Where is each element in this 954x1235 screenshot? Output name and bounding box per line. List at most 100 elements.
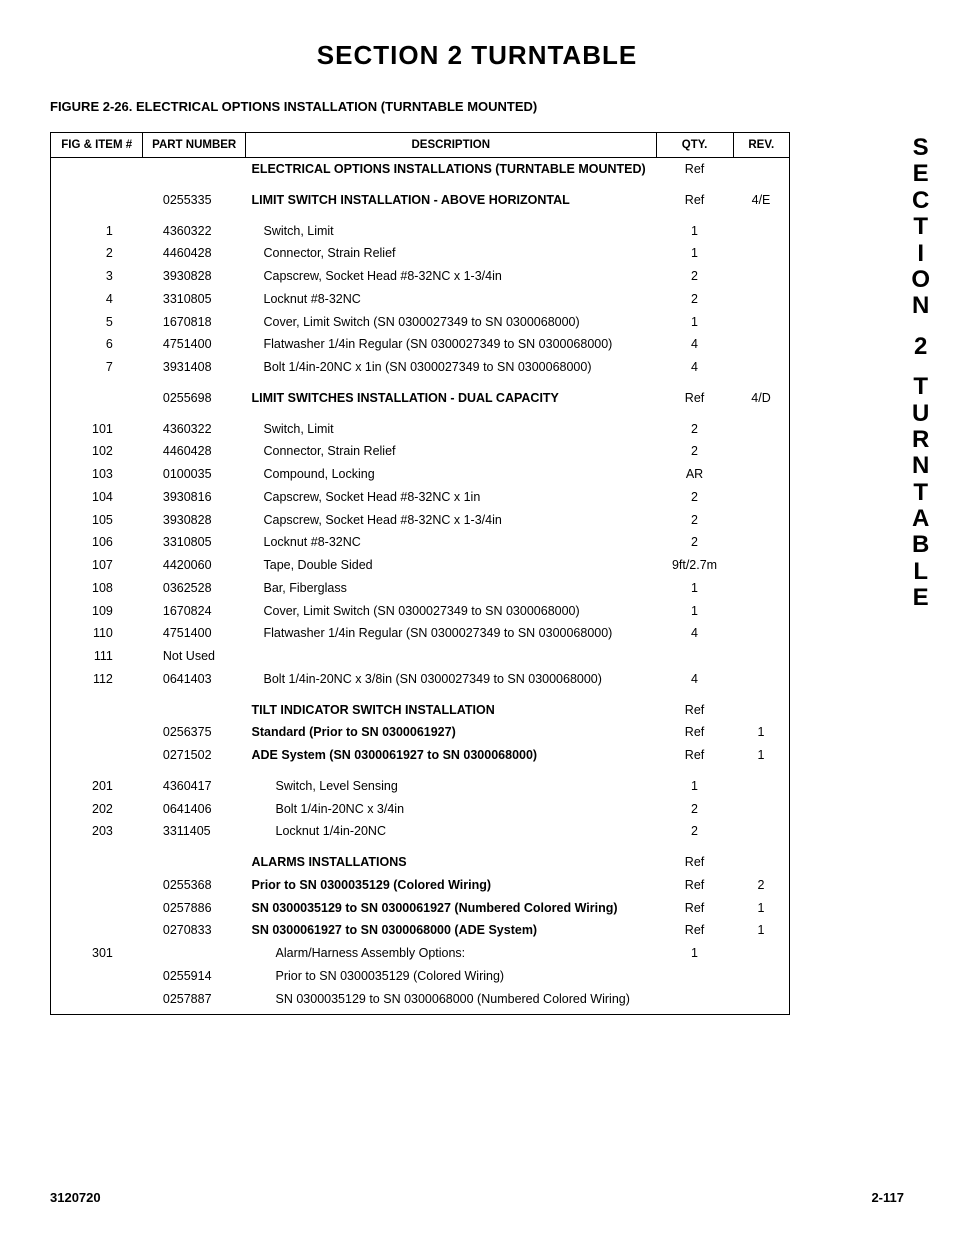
table-cell: 1670818: [143, 311, 246, 334]
table-cell: 0641406: [143, 798, 246, 821]
table-cell: [143, 699, 246, 722]
table-cell: [733, 668, 789, 691]
table-cell: SN 0300035129 to SN 0300061927 (Numbered…: [246, 897, 657, 920]
table-cell: 1670824: [143, 600, 246, 623]
table-cell: [733, 463, 789, 486]
table-cell: Ref: [656, 699, 733, 722]
table-cell: [733, 220, 789, 243]
table-cell: 106: [51, 531, 143, 554]
table-cell: 1: [656, 577, 733, 600]
table-cell: Bar, Fiberglass: [246, 577, 657, 600]
table-row: 1080362528Bar, Fiberglass1: [51, 577, 790, 600]
table-row: 0257886SN 0300035129 to SN 0300061927 (N…: [51, 897, 790, 920]
table-cell: 4/E: [733, 189, 789, 212]
table-row: 1053930828Capscrew, Socket Head #8-32NC …: [51, 509, 790, 532]
table-cell: [733, 440, 789, 463]
table-cell: 4: [656, 668, 733, 691]
col-header-fig: FIG & ITEM #: [51, 133, 143, 158]
table-row: 1063310805Locknut #8-32NC2: [51, 531, 790, 554]
table-row: 1024460428Connector, Strain Relief2: [51, 440, 790, 463]
table-cell: 4751400: [143, 622, 246, 645]
table-row: [51, 181, 790, 189]
table-cell: [733, 622, 789, 645]
table-cell: [733, 418, 789, 441]
table-cell: 2: [656, 798, 733, 821]
table-row: 1091670824Cover, Limit Switch (SN 030002…: [51, 600, 790, 623]
table-cell: 4/D: [733, 387, 789, 410]
table-cell: [733, 851, 789, 874]
table-cell: Flatwasher 1/4in Regular (SN 0300027349 …: [246, 333, 657, 356]
table-cell: Cover, Limit Switch (SN 0300027349 to SN…: [246, 600, 657, 623]
table-cell: Locknut 1/4in-20NC: [246, 820, 657, 843]
table-cell: [51, 189, 143, 212]
table-cell: 2: [656, 820, 733, 843]
table-row: 0255368Prior to SN 0300035129 (Colored W…: [51, 874, 790, 897]
table-cell: [733, 288, 789, 311]
table-cell: 4: [656, 333, 733, 356]
table-row: [51, 410, 790, 418]
table-cell: [51, 158, 143, 181]
table-cell: [733, 554, 789, 577]
table-row: [51, 379, 790, 387]
table-cell: 110: [51, 622, 143, 645]
table-cell: 0100035: [143, 463, 246, 486]
table-cell: 202: [51, 798, 143, 821]
table-cell: Capscrew, Socket Head #8-32NC x 1in: [246, 486, 657, 509]
table-cell: ADE System (SN 0300061927 to SN 03000680…: [246, 744, 657, 767]
table-cell: 4: [51, 288, 143, 311]
table-cell: [733, 942, 789, 965]
table-row: 301Alarm/Harness Assembly Options:1: [51, 942, 790, 965]
table-cell: 112: [51, 668, 143, 691]
table-row: 0257887SN 0300035129 to SN 0300068000 (N…: [51, 988, 790, 1015]
table-row: 111Not Used: [51, 645, 790, 668]
table-row: 0255698LIMIT SWITCHES INSTALLATION - DUA…: [51, 387, 790, 410]
col-header-rev: REV.: [733, 133, 789, 158]
table-cell: 0255368: [143, 874, 246, 897]
table-row: 14360322Switch, Limit1: [51, 220, 790, 243]
table-cell: [733, 699, 789, 722]
side-tab: SECTION2TURNTABLE: [911, 135, 932, 612]
table-cell: LIMIT SWITCH INSTALLATION - ABOVE HORIZO…: [246, 189, 657, 212]
table-cell: Not Used: [143, 645, 246, 668]
table-cell: ELECTRICAL OPTIONS INSTALLATIONS (TURNTA…: [246, 158, 657, 181]
table-cell: [733, 600, 789, 623]
table-cell: 301: [51, 942, 143, 965]
table-cell: [733, 158, 789, 181]
table-cell: [733, 242, 789, 265]
table-cell: 1: [656, 775, 733, 798]
table-cell: [143, 942, 246, 965]
table-cell: 3930828: [143, 509, 246, 532]
table-cell: Ref: [656, 874, 733, 897]
table-cell: 1: [51, 220, 143, 243]
table-cell: TILT INDICATOR SWITCH INSTALLATION: [246, 699, 657, 722]
table-cell: [733, 311, 789, 334]
table-cell: Ref: [656, 851, 733, 874]
table-cell: [51, 988, 143, 1015]
table-cell: 6: [51, 333, 143, 356]
table-cell: Ref: [656, 919, 733, 942]
table-cell: 9ft/2.7m: [656, 554, 733, 577]
table-cell: [656, 965, 733, 988]
table-cell: 0641403: [143, 668, 246, 691]
table-row: 43310805Locknut #8-32NC2: [51, 288, 790, 311]
table-cell: Ref: [656, 744, 733, 767]
table-row: 64751400Flatwasher 1/4in Regular (SN 030…: [51, 333, 790, 356]
table-cell: Switch, Level Sensing: [246, 775, 657, 798]
table-cell: Alarm/Harness Assembly Options:: [246, 942, 657, 965]
table-cell: Bolt 1/4in-20NC x 3/8in (SN 0300027349 t…: [246, 668, 657, 691]
table-cell: 3931408: [143, 356, 246, 379]
table-row: ALARMS INSTALLATIONSRef: [51, 851, 790, 874]
table-cell: [51, 874, 143, 897]
table-cell: [733, 645, 789, 668]
table-cell: Locknut #8-32NC: [246, 288, 657, 311]
table-cell: [733, 509, 789, 532]
table-cell: Ref: [656, 721, 733, 744]
table-cell: 1: [656, 311, 733, 334]
table-cell: [51, 744, 143, 767]
table-cell: 201: [51, 775, 143, 798]
table-cell: 1: [733, 897, 789, 920]
table-cell: 2: [51, 242, 143, 265]
table-cell: 3: [51, 265, 143, 288]
table-cell: 102: [51, 440, 143, 463]
table-cell: 2: [656, 509, 733, 532]
